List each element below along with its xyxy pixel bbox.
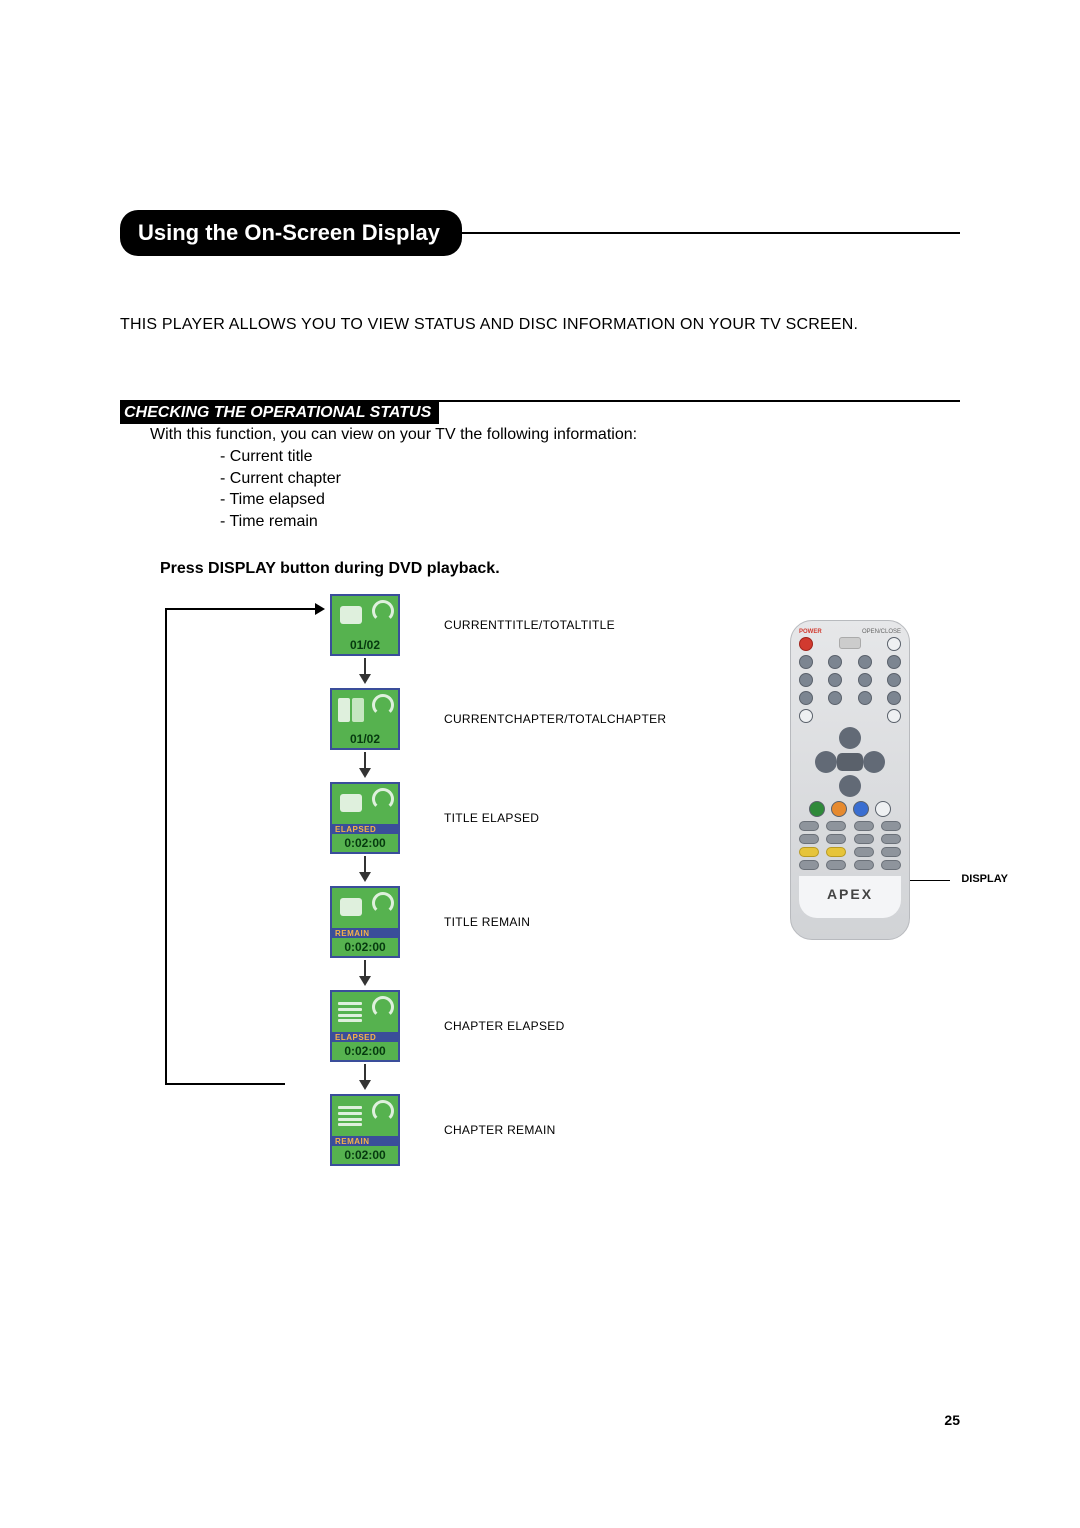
remote-button-row	[799, 801, 901, 817]
remote-top-labels: POWEROPEN/CLOSE	[799, 629, 901, 635]
play-button-icon	[809, 801, 825, 817]
remote-body: POWEROPEN/CLOSE	[790, 620, 910, 940]
remote-button-row	[799, 821, 901, 831]
flow-step: REMAIN 0:02:00 CHAPTER REMAIN	[330, 1094, 960, 1166]
title-rule	[458, 232, 960, 234]
osd-icon	[332, 596, 398, 636]
open-close-button-icon	[887, 637, 901, 651]
title-row: Using the On-Screen Display	[120, 210, 960, 256]
instruction-text: Press DISPLAY button during DVD playback…	[160, 560, 960, 578]
remote-button-row	[799, 637, 901, 651]
arrow-down-icon	[330, 656, 400, 688]
osd-tag: ELAPSED	[332, 824, 398, 834]
osd-box: ELAPSED 0:02:00	[330, 990, 400, 1062]
osd-icon	[332, 784, 398, 824]
remote-brand: APEX	[827, 886, 873, 902]
flow-step-label: CURRENTTITLE/TOTALTITLE	[444, 618, 615, 632]
remote-button-row	[799, 834, 901, 844]
remote-button-row	[799, 655, 901, 669]
section-subtext: With this function, you can view on your…	[150, 426, 960, 444]
osd-icon	[332, 888, 398, 928]
remote-button-row	[799, 860, 901, 870]
osd-value: 0:02:00	[332, 1042, 398, 1060]
arrow-down-icon	[330, 1062, 400, 1094]
power-button-icon	[799, 637, 813, 651]
flow-step-label: TITLE REMAIN	[444, 915, 530, 929]
osd-icon	[332, 992, 398, 1032]
osd-box: 01/02	[330, 688, 400, 750]
pause-button-icon	[853, 801, 869, 817]
osd-value: 0:02:00	[332, 938, 398, 956]
dpad-icon	[815, 727, 885, 797]
bullet-item: - Time elapsed	[220, 489, 960, 511]
button-icon	[875, 801, 891, 817]
osd-value: 01/02	[332, 730, 398, 748]
arrow-down-icon	[330, 958, 400, 990]
section-heading: CHECKING THE OPERATIONAL STATUS	[120, 402, 439, 424]
page-title: Using the On-Screen Display	[120, 210, 462, 256]
osd-value: 0:02:00	[332, 1146, 398, 1164]
stop-button-icon	[831, 801, 847, 817]
osd-tag: REMAIN	[332, 1136, 398, 1146]
callout-line	[910, 880, 950, 881]
osd-icon	[332, 690, 398, 730]
intro-text: THIS PLAYER ALLOWS YOU TO VIEW STATUS AN…	[120, 316, 960, 334]
osd-icon	[332, 1096, 398, 1136]
osd-value: 0:02:00	[332, 834, 398, 852]
osd-box: 01/02	[330, 594, 400, 656]
remote-button-row	[799, 847, 901, 857]
arrow-down-icon	[330, 854, 400, 886]
bullet-item: - Current chapter	[220, 468, 960, 490]
flow-step-label: CHAPTER REMAIN	[444, 1123, 556, 1137]
lcd-icon	[839, 637, 861, 649]
remote-button-row	[799, 673, 901, 687]
osd-tag: REMAIN	[332, 928, 398, 938]
arrow-down-icon	[330, 750, 400, 782]
bullet-item: - Time remain	[220, 511, 960, 533]
page-number: 25	[944, 1412, 960, 1428]
bullet-list: - Current title - Current chapter - Time…	[220, 446, 960, 532]
remote-button-row	[799, 709, 901, 723]
loop-arrow-head	[315, 603, 325, 615]
flow-step: ELAPSED 0:02:00 CHAPTER ELAPSED	[330, 990, 960, 1062]
flow-step-label: CHAPTER ELAPSED	[444, 1019, 565, 1033]
osd-value: 01/02	[332, 636, 398, 654]
remote-illustration: POWEROPEN/CLOSE	[790, 620, 910, 940]
osd-box: REMAIN 0:02:00	[330, 1094, 400, 1166]
manual-page: Using the On-Screen Display THIS PLAYER …	[0, 0, 1080, 1528]
flow-step-label: TITLE ELAPSED	[444, 811, 539, 825]
display-button-icon	[881, 860, 901, 870]
loop-arrow-line	[165, 608, 320, 610]
flow-step-label: CURRENTCHAPTER/TOTALCHAPTER	[444, 712, 666, 726]
remote-button-row	[799, 691, 901, 705]
osd-box: ELAPSED 0:02:00	[330, 782, 400, 854]
remote-brand-area: APEX	[799, 876, 901, 918]
osd-box: REMAIN 0:02:00	[330, 886, 400, 958]
bullet-item: - Current title	[220, 446, 960, 468]
loop-bracket	[165, 610, 285, 1085]
osd-tag: ELAPSED	[332, 1032, 398, 1042]
callout-label: DISPLAY	[961, 873, 1008, 885]
